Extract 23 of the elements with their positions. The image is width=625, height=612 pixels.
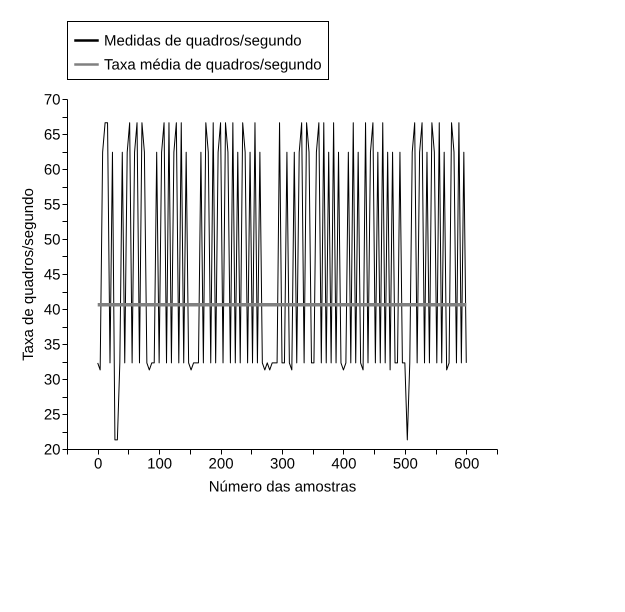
y-tick-label: 30 — [44, 372, 60, 388]
y-tick-label: 20 — [44, 442, 60, 458]
y-tick-label: 70 — [44, 92, 60, 108]
x-tick-label: 500 — [392, 456, 418, 472]
x-tick-label: 300 — [270, 456, 296, 472]
y-tick-label: 65 — [44, 126, 60, 144]
x-tick-label: 100 — [147, 456, 172, 472]
x-tick-label: 600 — [454, 456, 480, 472]
y-tick-label: 60 — [44, 162, 60, 178]
x-tick-label: 0 — [94, 456, 102, 472]
x-tick-label: 200 — [208, 456, 234, 472]
y-tick-label: 35 — [44, 336, 60, 354]
legend-label: Taxa média de quadros/segundo — [104, 56, 322, 74]
x-tick-label: 400 — [331, 456, 356, 472]
y-tick-label: 55 — [44, 196, 60, 214]
y-tick-label: 40 — [44, 302, 60, 318]
y-tick-label: 25 — [44, 406, 60, 424]
y-tick-label: 45 — [44, 266, 60, 284]
y-tick-label: 50 — [44, 232, 60, 248]
legend-label: Medidas de quadros/segundo — [104, 32, 302, 50]
line-series — [97, 122, 467, 440]
y-axis-title: Taxa de quadros/segundo — [20, 188, 37, 361]
x-axis-title: Número das amostras — [208, 478, 356, 496]
